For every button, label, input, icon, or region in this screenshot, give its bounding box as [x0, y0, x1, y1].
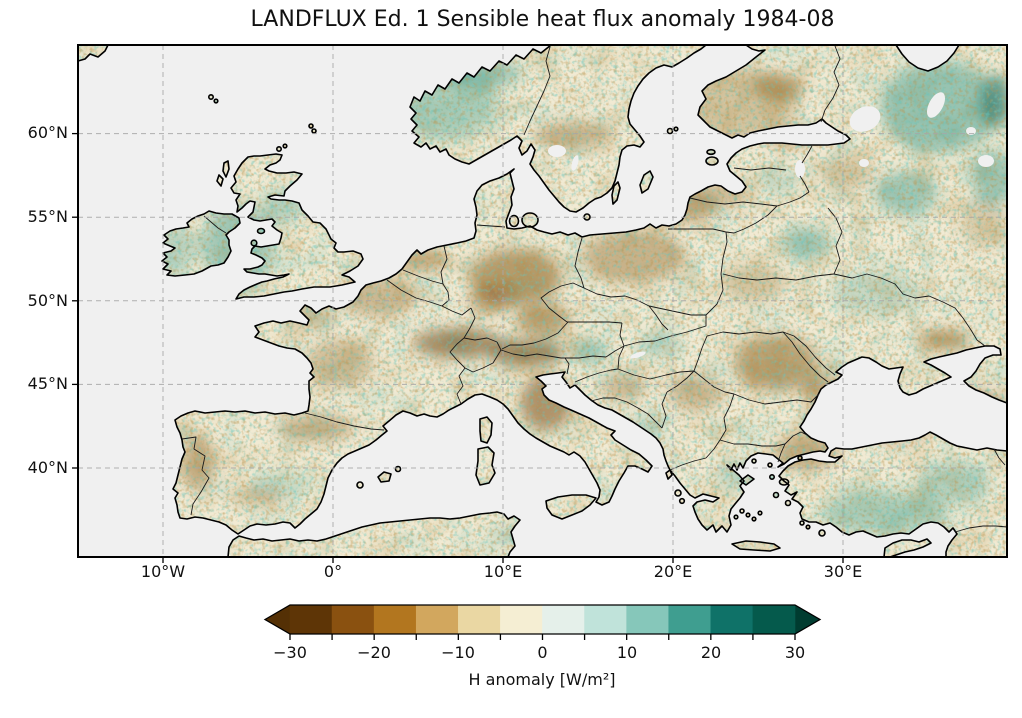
colorbar-label: H anomaly [W/m²] — [468, 670, 616, 689]
x-tick-label-30e: 30°E — [823, 562, 863, 581]
x-tick-label-20e: 20°E — [653, 562, 693, 581]
lake-beloye — [966, 127, 976, 135]
y-tick-label-55n: 55°N — [27, 207, 68, 226]
map-canvas — [72, 44, 1015, 563]
country-borders — [181, 45, 1008, 533]
y-tick-label-40n: 40°N — [27, 458, 68, 477]
colorbar-tick-20: 20 — [700, 643, 722, 662]
x-tick-label-10w: 10°W — [140, 562, 186, 581]
y-tick-label-45n: 45°N — [27, 374, 68, 393]
colorbar-tick-minus30: −30 — [273, 643, 307, 662]
lake-vattern — [571, 155, 579, 171]
lake-onega — [926, 92, 946, 118]
colorbar-tick-minus20: −20 — [357, 643, 391, 662]
lakes — [548, 92, 994, 359]
lake-peipus — [795, 160, 805, 178]
y-tick-label-50n: 50°N — [27, 291, 68, 310]
lake-ilmen — [859, 159, 869, 167]
colorbar-segments — [263, 604, 822, 640]
y-tick-label-60n: 60°N — [27, 123, 68, 142]
colorbar-tick-10: 10 — [616, 643, 638, 662]
colorbar-tick-0: 0 — [537, 643, 548, 662]
lake-rybinsk — [978, 155, 994, 167]
graticule-gridlines — [78, 45, 1007, 557]
colorbar — [263, 604, 822, 640]
lake-balaton — [630, 351, 646, 359]
x-tick-label-0: 0° — [323, 562, 343, 581]
lake-ladoga — [849, 106, 881, 132]
axes-frame — [77, 44, 1008, 558]
figure-title: LANDFLUX Ed. 1 Sensible heat flux anomal… — [250, 7, 835, 32]
colorbar-tick-30: 30 — [784, 643, 806, 662]
colorbar-tick-minus10: −10 — [441, 643, 475, 662]
lake-vanern — [548, 145, 566, 157]
x-tick-label-10e: 10°E — [483, 562, 523, 581]
